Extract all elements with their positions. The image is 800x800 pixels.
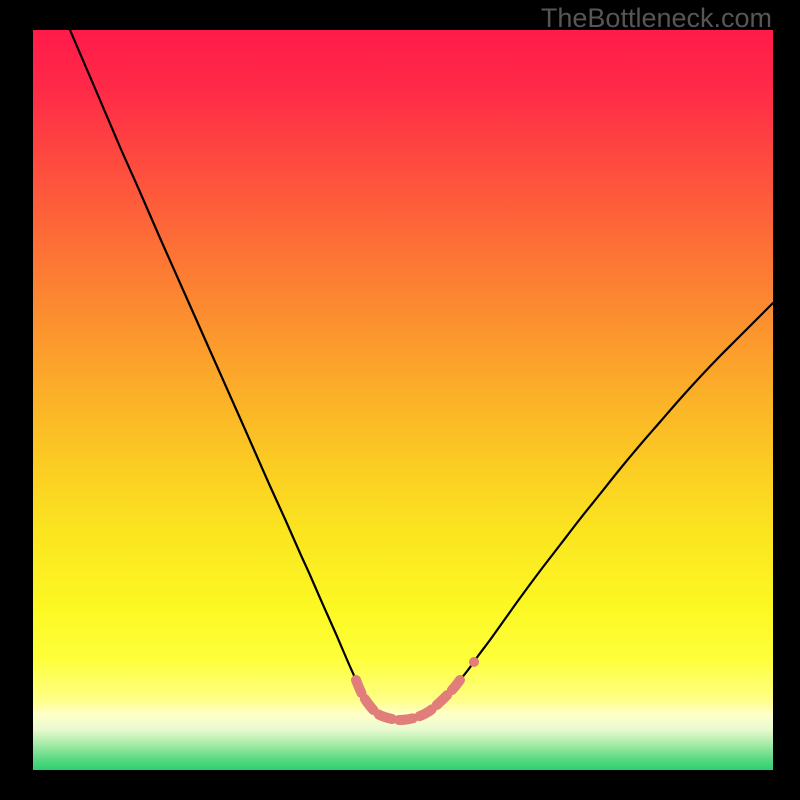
watermark-label: TheBottleneck.com <box>541 3 772 34</box>
chart-svg <box>0 0 800 800</box>
highlight-dot <box>469 657 479 667</box>
bottleneck-curve-chart: TheBottleneck.com <box>0 0 800 800</box>
